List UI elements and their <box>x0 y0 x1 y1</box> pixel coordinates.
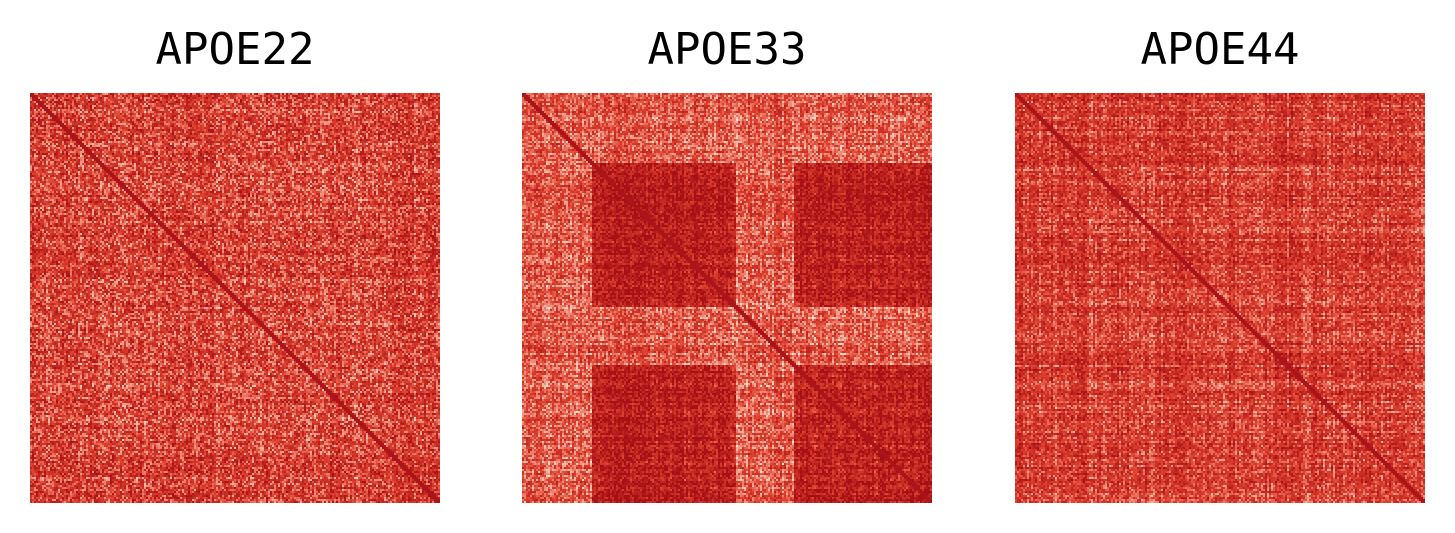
heatmap-apoe44 <box>1015 93 1425 503</box>
chart-title: APOE22 <box>155 24 315 75</box>
heatmap-panel-apoe33: APOE33 <box>522 0 932 533</box>
heatmap-panel-apoe44: APOE44 <box>1015 0 1425 533</box>
heatmap-apoe33 <box>522 93 932 503</box>
heatmap-apoe22 <box>30 93 440 503</box>
chart-title: APOE44 <box>1140 24 1300 75</box>
heatmap-panel-apoe22: APOE22 <box>30 0 440 533</box>
chart-title: APOE33 <box>647 24 807 75</box>
